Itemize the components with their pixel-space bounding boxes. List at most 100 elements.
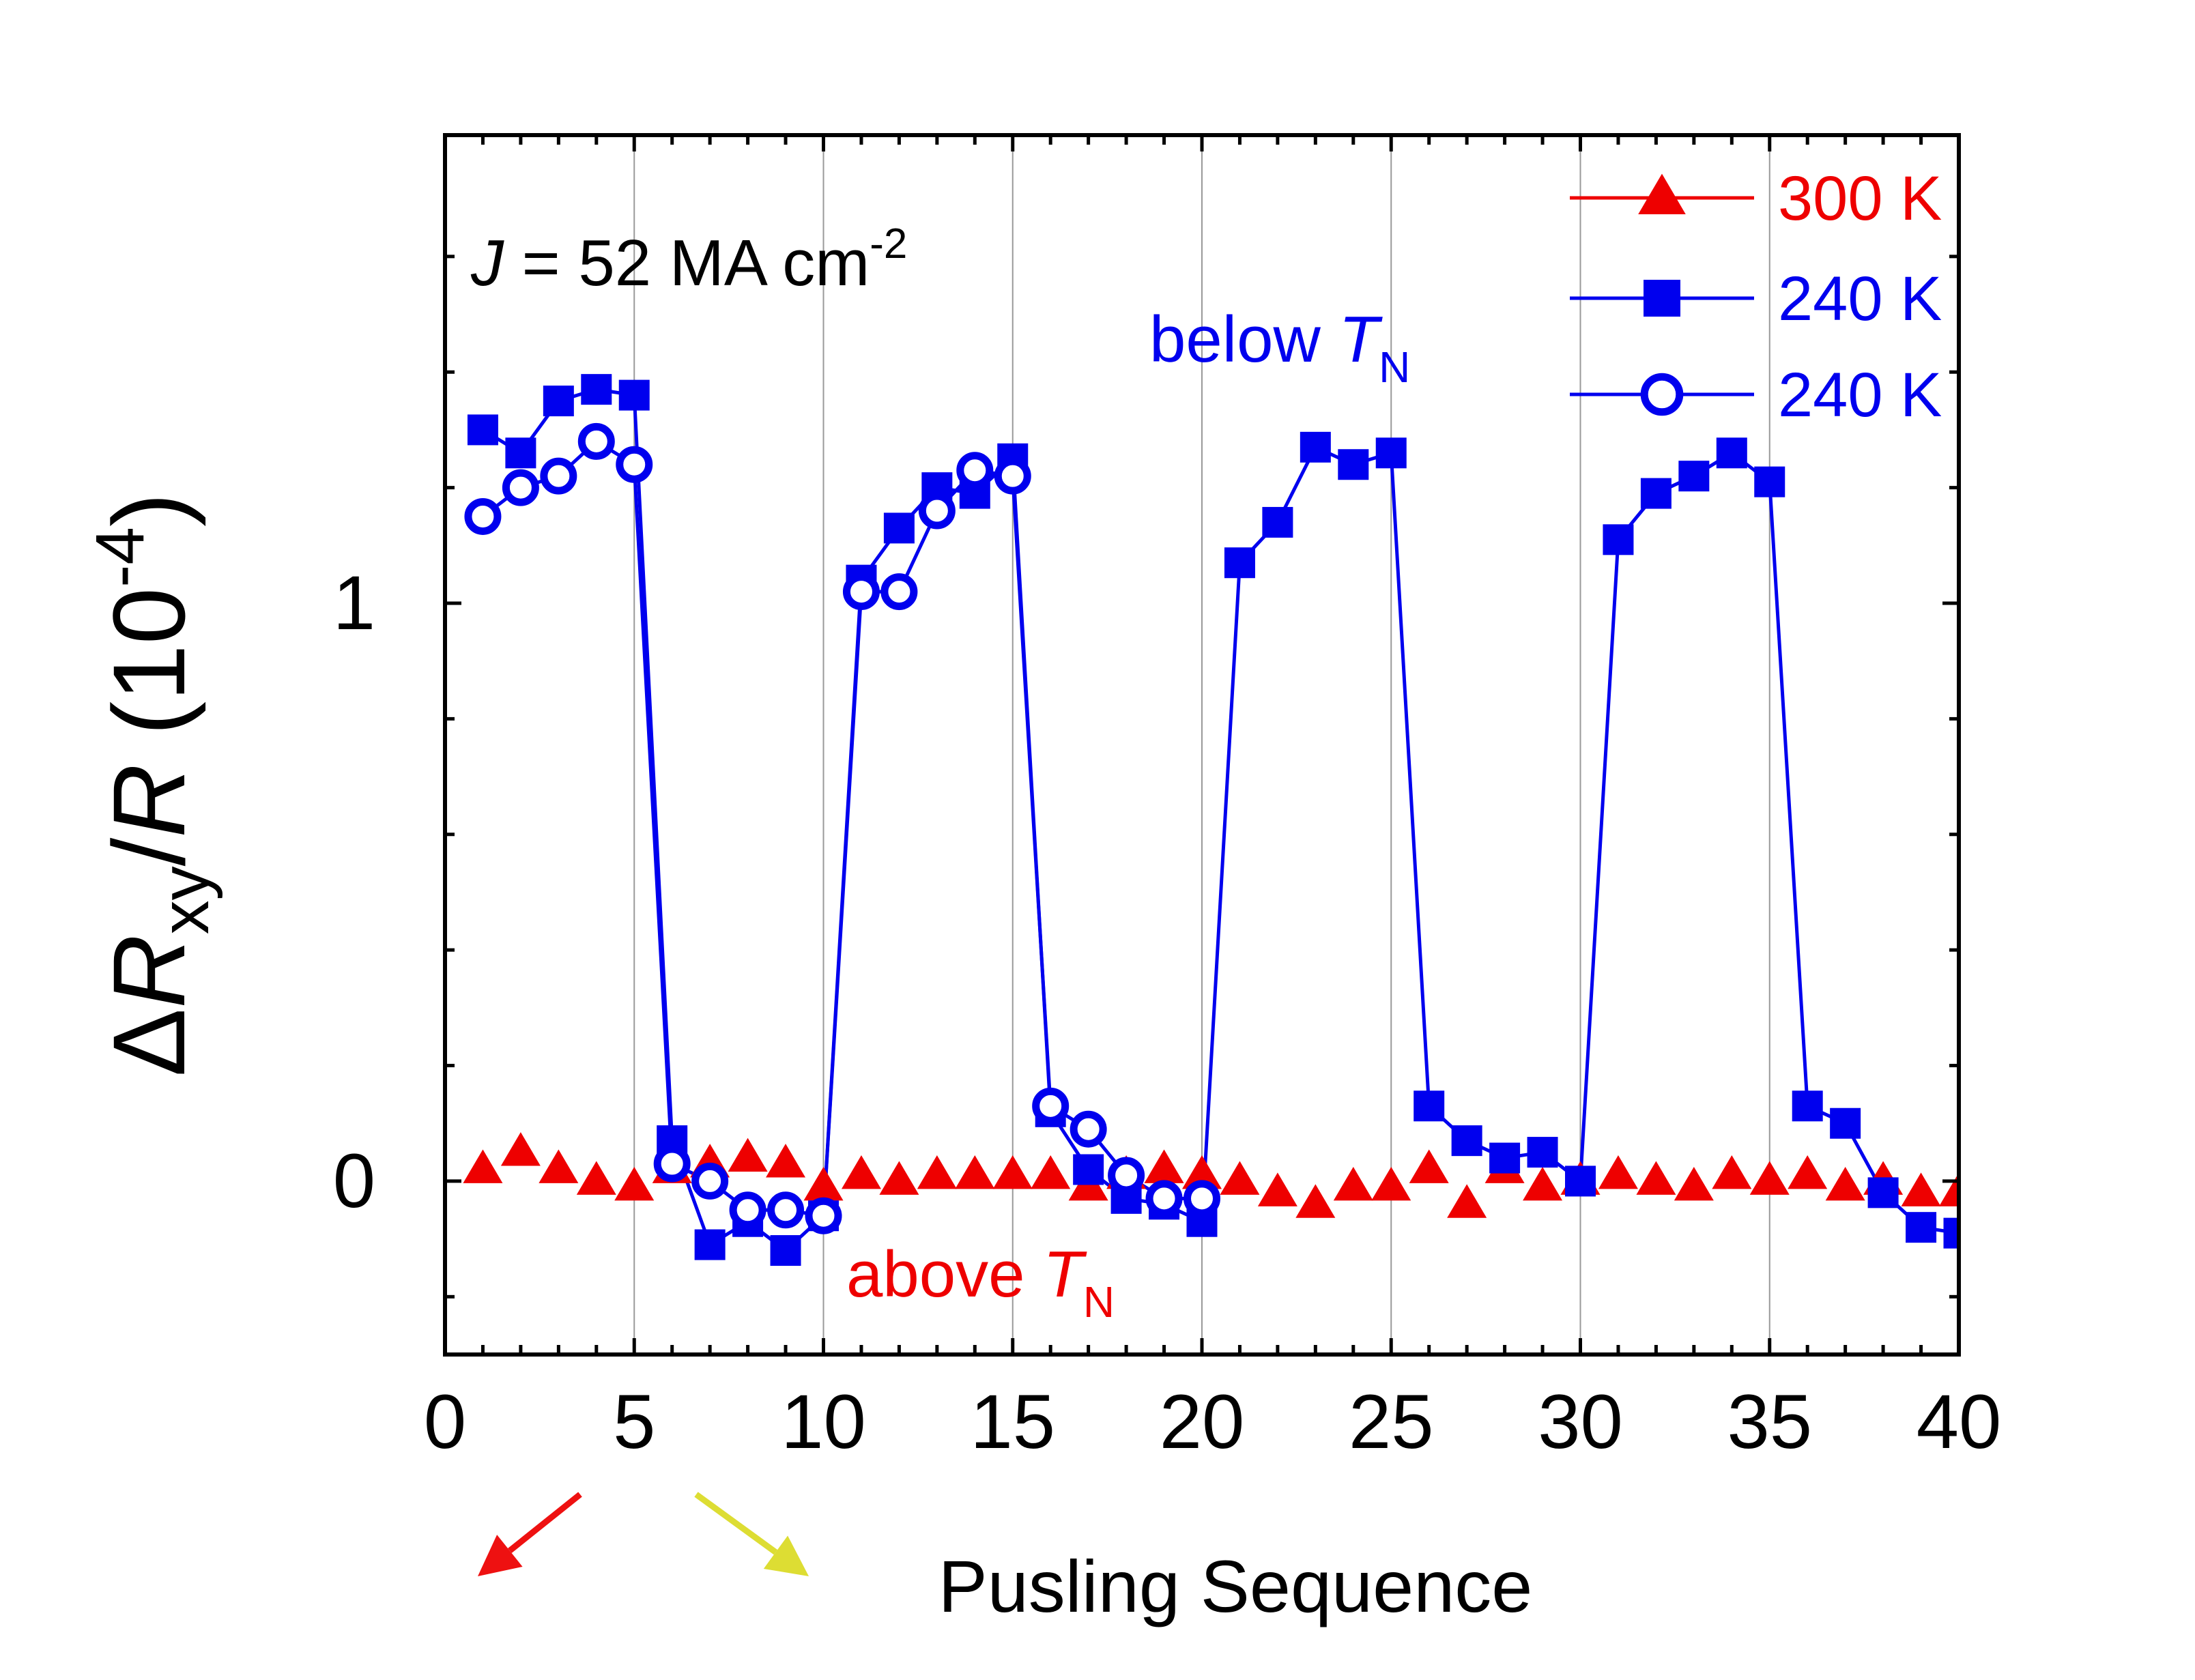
data-point-triangle xyxy=(1409,1149,1449,1183)
legend: 300 K 240 K 240 K xyxy=(1570,164,1942,430)
legend-label: 240 K xyxy=(1778,360,1942,430)
data-point-triangle xyxy=(1749,1161,1790,1195)
above-tn-label: above TN xyxy=(846,1238,1115,1327)
data-point-triangle xyxy=(992,1155,1033,1189)
data-point-open-circle xyxy=(540,457,577,495)
data-point-square xyxy=(1375,437,1407,469)
data-point-triangle xyxy=(1220,1161,1260,1195)
data-point-square xyxy=(1262,506,1293,538)
data-point-square xyxy=(618,379,650,411)
data-point-triangle xyxy=(500,1132,541,1166)
x-axis-label: Pusling Sequence xyxy=(938,1545,1533,1627)
data-point-triangle xyxy=(576,1161,616,1195)
arrow-down-right-shaft xyxy=(694,1492,778,1555)
legend-marker-triangle xyxy=(1638,173,1686,214)
data-point-square xyxy=(694,1229,726,1260)
data-point-square xyxy=(883,512,915,544)
data-point-triangle xyxy=(955,1155,995,1189)
data-point-open-circle xyxy=(502,469,539,506)
data-point-square xyxy=(1716,437,1747,469)
data-point-open-circle xyxy=(956,452,994,489)
grid-layer xyxy=(633,135,1770,1355)
data-point-triangle xyxy=(463,1149,503,1183)
data-point-open-circle xyxy=(767,1191,805,1229)
data-point-square xyxy=(543,386,574,417)
data-point-triangle xyxy=(728,1138,768,1172)
data-point-open-circle xyxy=(729,1191,766,1229)
data-point-square xyxy=(1867,1177,1899,1208)
data-point-open-circle xyxy=(577,422,615,460)
data-point-triangle xyxy=(1712,1155,1752,1189)
data-point-square xyxy=(1603,524,1634,555)
y-tick-label: 0 xyxy=(333,1138,375,1223)
x-tick-label: 40 xyxy=(1917,1379,2002,1464)
legend-label: 240 K xyxy=(1778,264,1942,334)
series-layer xyxy=(463,374,1959,1266)
arrow-down-left-shaft xyxy=(508,1492,582,1554)
data-point-square xyxy=(467,414,498,446)
x-tick-label: 15 xyxy=(970,1379,1055,1464)
data-point-square xyxy=(1527,1137,1558,1168)
data-point-square xyxy=(1451,1125,1482,1157)
data-point-open-circle xyxy=(842,573,880,611)
data-point-triangle xyxy=(879,1161,919,1195)
x-tick-label: 5 xyxy=(613,1379,655,1464)
data-point-triangle xyxy=(1598,1155,1638,1189)
arrow-down-left xyxy=(478,1492,582,1576)
data-point-triangle xyxy=(1257,1172,1297,1206)
arrow-down-right-head xyxy=(763,1535,809,1576)
data-point-triangle xyxy=(1144,1149,1184,1183)
data-point-triangle xyxy=(1674,1166,1714,1201)
data-point-square xyxy=(1754,466,1785,497)
data-point-triangle xyxy=(1523,1166,1563,1201)
data-point-open-circle xyxy=(1145,1180,1183,1217)
x-tick-label: 0 xyxy=(424,1379,466,1464)
arrows xyxy=(478,1492,809,1576)
axes-layer: 0 5 10 15 20 25 30 35 40 0 1 xyxy=(333,133,2002,1464)
below-tn-label: below TN xyxy=(1149,303,1410,392)
data-point-open-circle xyxy=(805,1197,842,1234)
data-point-open-circle xyxy=(691,1162,729,1200)
data-point-open-circle xyxy=(918,492,956,530)
data-point-open-circle xyxy=(653,1145,691,1183)
y-axis-label: ΔRxy/R (10-4) xyxy=(82,493,223,1077)
legend-label: 300 K xyxy=(1778,164,1942,233)
data-point-square xyxy=(1489,1142,1521,1174)
text-layer: J = 52 MA cm-2 below TN above TN Pusling… xyxy=(82,220,1532,1627)
data-point-open-circle xyxy=(464,497,502,535)
data-point-open-circle xyxy=(1070,1110,1107,1148)
data-point-square xyxy=(1073,1154,1104,1185)
data-point-square xyxy=(1792,1090,1823,1122)
data-point-triangle xyxy=(1182,1155,1222,1189)
data-point-square xyxy=(1678,461,1710,492)
series-line-1 xyxy=(482,388,1959,1253)
data-point-triangle xyxy=(614,1166,655,1201)
arrow-down-right xyxy=(694,1492,809,1576)
data-point-square xyxy=(1224,547,1255,579)
data-point-square xyxy=(1414,1090,1445,1122)
current-density-annotation: J = 52 MA cm-2 xyxy=(470,220,907,300)
data-point-open-circle xyxy=(880,573,918,611)
x-tick-label: 10 xyxy=(781,1379,866,1464)
data-point-square xyxy=(1640,478,1672,509)
data-point-open-circle xyxy=(616,446,653,483)
data-point-square xyxy=(770,1235,801,1266)
data-point-triangle xyxy=(1447,1184,1487,1218)
data-point-triangle xyxy=(1333,1166,1373,1201)
data-point-square xyxy=(1338,449,1369,480)
data-point-triangle xyxy=(766,1144,806,1178)
data-point-triangle xyxy=(1901,1172,1941,1206)
data-point-triangle xyxy=(1788,1155,1828,1189)
data-point-open-circle xyxy=(1183,1180,1220,1217)
legend-marker-open-circle xyxy=(1640,373,1684,416)
x-tick-label: 20 xyxy=(1160,1379,1245,1464)
data-point-square xyxy=(1565,1165,1596,1197)
data-point-triangle xyxy=(1825,1166,1865,1201)
x-tick-label: 30 xyxy=(1538,1379,1623,1464)
x-tick-label: 25 xyxy=(1349,1379,1434,1464)
data-point-square xyxy=(1830,1107,1861,1139)
y-tick-label: 1 xyxy=(333,560,375,646)
data-point-triangle xyxy=(917,1155,957,1189)
x-tick-label: 35 xyxy=(1727,1379,1812,1464)
